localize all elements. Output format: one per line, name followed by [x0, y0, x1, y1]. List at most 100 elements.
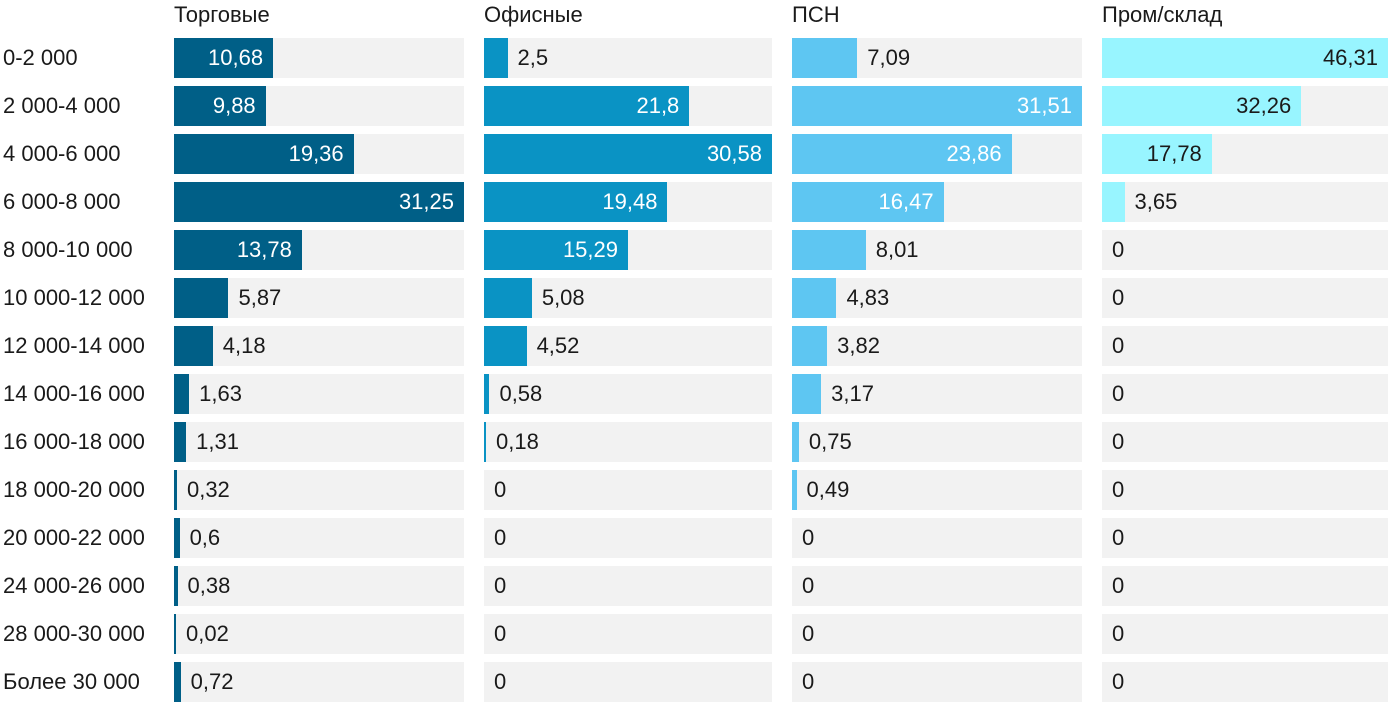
data-label: 31,51: [1016, 93, 1072, 118]
bar: [174, 662, 181, 702]
bar-track: [484, 422, 772, 462]
data-label: 16,47: [878, 189, 934, 214]
bar-track: [1102, 374, 1388, 414]
data-label: 0: [802, 573, 815, 598]
bar: [174, 566, 178, 606]
data-label: 30,58: [706, 141, 762, 166]
bar: [484, 422, 486, 462]
data-label: 8,01: [875, 237, 919, 262]
data-label: 0: [1112, 525, 1125, 550]
bar: [484, 182, 668, 222]
bar-track: [1102, 326, 1388, 366]
data-label: 0: [494, 669, 507, 694]
data-label: 23,86: [946, 141, 1002, 166]
bar: [174, 374, 190, 414]
bar: [792, 38, 858, 78]
bar-track: [484, 38, 772, 78]
bar: [792, 86, 1082, 126]
data-label: 46,31: [1322, 45, 1378, 70]
bar: [792, 374, 822, 414]
bar-track: [1102, 566, 1388, 606]
bar-track: [174, 662, 464, 702]
bar-track: [1102, 182, 1388, 222]
bar-track: [1102, 518, 1388, 558]
data-label: 0: [1112, 669, 1125, 694]
bar: [792, 470, 797, 510]
bar: [484, 278, 532, 318]
data-label: 4,18: [222, 333, 266, 358]
data-label: 0: [1112, 333, 1125, 358]
bar: [174, 86, 266, 126]
data-label: 1,31: [196, 429, 239, 454]
data-label: 0: [802, 525, 815, 550]
data-label: 17,78: [1146, 141, 1202, 166]
data-label: 3,65: [1134, 189, 1178, 214]
data-label: 4,52: [536, 333, 580, 358]
bar-track: [484, 518, 772, 558]
data-label: 0: [494, 477, 507, 502]
category-label: 2 000-4 000: [3, 93, 121, 118]
bar: [484, 374, 490, 414]
bar-track: [174, 614, 464, 654]
data-label: 3,82: [837, 333, 880, 358]
data-label: 0,6: [189, 525, 221, 550]
bar: [174, 182, 464, 222]
data-label: 5,87: [238, 285, 282, 310]
data-label: 5,08: [541, 285, 585, 310]
bar: [174, 326, 213, 366]
bar: [1102, 182, 1125, 222]
bar-track: [174, 374, 464, 414]
bar: [792, 182, 944, 222]
bar: [174, 518, 180, 558]
data-label: 15,29: [562, 237, 618, 262]
data-label: 0,18: [496, 429, 539, 454]
category-label: 14 000-16 000: [3, 381, 145, 406]
data-label: 0: [1112, 285, 1125, 310]
data-label: 0: [494, 573, 507, 598]
category-label: 16 000-18 000: [3, 429, 145, 454]
bar-track: [174, 518, 464, 558]
data-label: 19,36: [288, 141, 344, 166]
bar: [792, 230, 866, 270]
bar: [792, 422, 799, 462]
series-header: Торговые: [174, 2, 270, 27]
data-label: 0,02: [186, 621, 229, 646]
bar: [174, 38, 274, 78]
bar: [484, 134, 772, 174]
bar-track: [174, 422, 464, 462]
category-label: 6 000-8 000: [3, 189, 121, 214]
bar-track: [1102, 278, 1388, 318]
data-label: 31,25: [398, 189, 454, 214]
bar: [792, 134, 1012, 174]
bar-track: [484, 374, 772, 414]
data-label: 0: [1112, 381, 1125, 406]
bar-track: [792, 662, 1082, 702]
category-label: Более 30 000: [3, 669, 140, 694]
bar: [174, 230, 302, 270]
data-label: 2,5: [517, 45, 549, 70]
bar: [792, 278, 837, 318]
bar-track: [792, 470, 1082, 510]
bar-track: [484, 566, 772, 606]
bar-track: [174, 326, 464, 366]
data-label: 10,68: [208, 45, 264, 70]
data-label: 0: [494, 621, 507, 646]
bar-track: [174, 470, 464, 510]
data-label: 0: [494, 525, 507, 550]
bar-track: [792, 422, 1082, 462]
data-label: 9,88: [212, 93, 256, 118]
data-label: 0,72: [190, 669, 234, 694]
bar-track: [1102, 230, 1388, 270]
category-label: 10 000-12 000: [3, 285, 145, 310]
category-label: 28 000-30 000: [3, 621, 145, 646]
category-label: 4 000-6 000: [3, 141, 121, 166]
data-label: 0: [1112, 477, 1125, 502]
data-label: 0,38: [187, 573, 231, 598]
data-label: 13,78: [236, 237, 292, 262]
data-label: 0: [1112, 237, 1125, 262]
category-label: 18 000-20 000: [3, 477, 145, 502]
bar: [1102, 86, 1302, 126]
bar-track: [792, 614, 1082, 654]
bar-track: [1102, 422, 1388, 462]
